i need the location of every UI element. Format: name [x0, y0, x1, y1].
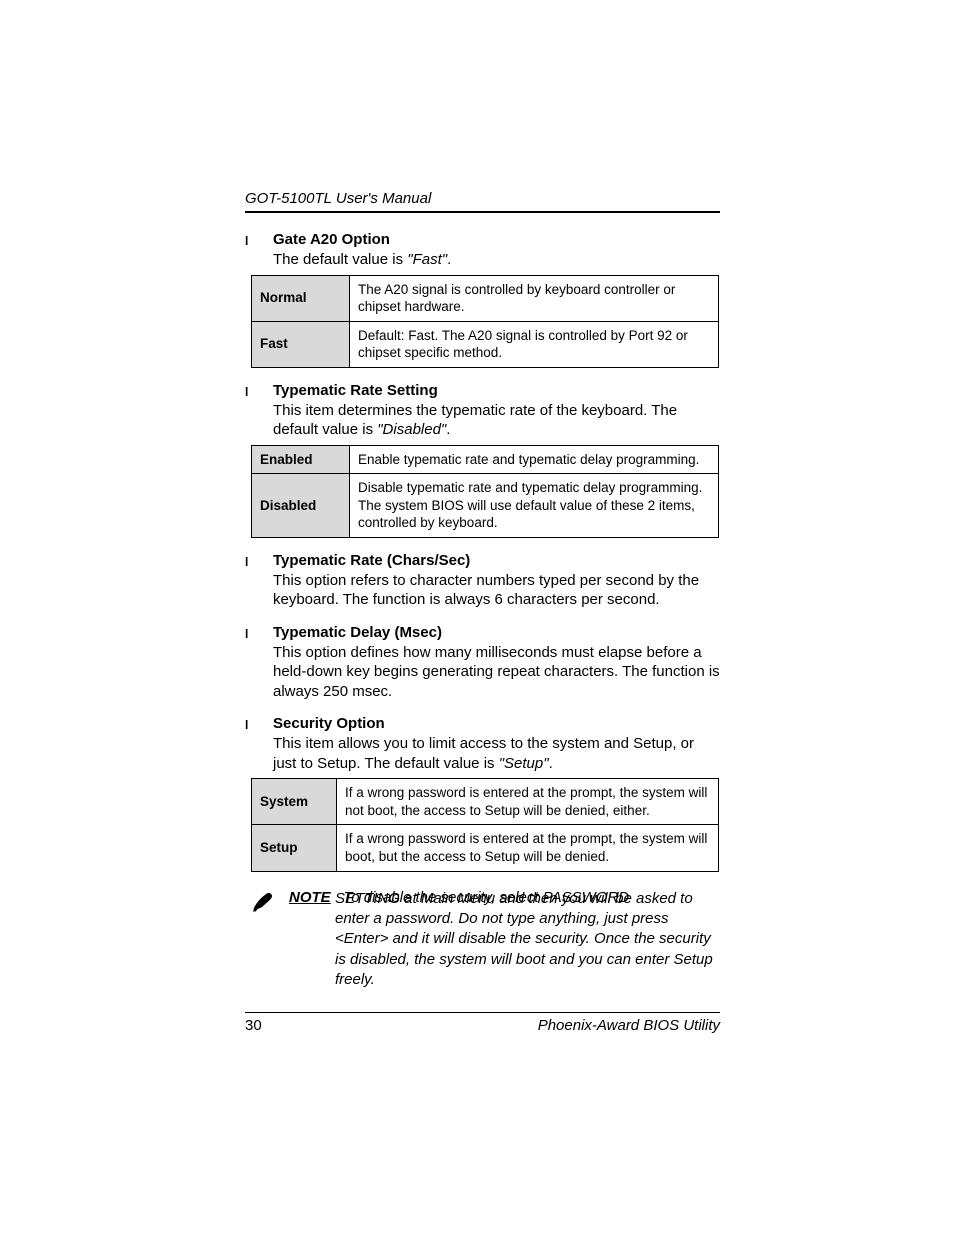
section-security-option: l Security Option This item allows you t…: [245, 715, 720, 871]
table-row: Normal The A20 signal is controlled by k…: [252, 275, 719, 321]
section-desc: This item determines the typematic rate …: [273, 401, 720, 440]
note-block: NOTE To disable the security, select PAS…: [251, 888, 720, 991]
option-desc: The A20 signal is controlled by keyboard…: [350, 275, 719, 321]
bullet: l: [245, 382, 259, 440]
section-title: Typematic Rate Setting: [273, 382, 720, 399]
option-label: Fast: [252, 321, 350, 367]
note-text: SETTING at Main Menu and then you will b…: [335, 889, 720, 990]
page-number: 30: [245, 1017, 262, 1034]
page-content: GOT-5100TL User's Manual l Gate A20 Opti…: [245, 190, 720, 990]
note-content: NOTE To disable the security, select PAS…: [289, 888, 720, 991]
table-row: System If a wrong password is entered at…: [252, 779, 719, 825]
table-gate-a20: Normal The A20 signal is controlled by k…: [251, 275, 719, 368]
header-rule: [245, 211, 720, 213]
manual-header: GOT-5100TL User's Manual: [245, 190, 720, 207]
note-label: NOTE: [289, 889, 331, 906]
section-desc: This option defines how many millisecond…: [273, 643, 720, 702]
page-footer: 30 Phoenix-Award BIOS Utility: [245, 1012, 720, 1034]
table-row: Setup If a wrong password is entered at …: [252, 825, 719, 871]
option-label: System: [252, 779, 337, 825]
footer-rule: [245, 1012, 720, 1013]
section-desc: This option refers to character numbers …: [273, 571, 720, 610]
footer-title: Phoenix-Award BIOS Utility: [538, 1017, 720, 1034]
section-title: Security Option: [273, 715, 720, 732]
section-desc: The default value is "Fast".: [273, 250, 720, 270]
table-typematic-setting: Enabled Enable typematic rate and typema…: [251, 445, 719, 538]
section-typematic-rate-chars: l Typematic Rate (Chars/Sec) This option…: [245, 552, 720, 610]
table-security-option: System If a wrong password is entered at…: [251, 778, 719, 871]
bullet: l: [245, 624, 259, 702]
section-title: Typematic Rate (Chars/Sec): [273, 552, 720, 569]
option-desc: Disable typematic rate and typematic del…: [350, 474, 719, 538]
option-desc: Default: Fast. The A20 signal is control…: [350, 321, 719, 367]
section-typematic-rate-setting: l Typematic Rate Setting This item deter…: [245, 382, 720, 538]
bullet: l: [245, 231, 259, 270]
section-typematic-delay: l Typematic Delay (Msec) This option def…: [245, 624, 720, 702]
bullet: l: [245, 552, 259, 610]
option-label: Normal: [252, 275, 350, 321]
option-desc: Enable typematic rate and typematic dela…: [350, 445, 719, 474]
bullet: l: [245, 715, 259, 773]
table-row: Fast Default: Fast. The A20 signal is co…: [252, 321, 719, 367]
note-icon-wrap: [251, 888, 289, 991]
option-desc: If a wrong password is entered at the pr…: [337, 825, 719, 871]
section-title: Gate A20 Option: [273, 231, 720, 248]
table-row: Enabled Enable typematic rate and typema…: [252, 445, 719, 474]
section-gate-a20: l Gate A20 Option The default value is "…: [245, 231, 720, 368]
option-label: Disabled: [252, 474, 350, 538]
option-desc: If a wrong password is entered at the pr…: [337, 779, 719, 825]
writing-hand-icon: [251, 890, 279, 914]
section-desc: This item allows you to limit access to …: [273, 734, 720, 773]
option-label: Enabled: [252, 445, 350, 474]
section-title: Typematic Delay (Msec): [273, 624, 720, 641]
option-label: Setup: [252, 825, 337, 871]
table-row: Disabled Disable typematic rate and type…: [252, 474, 719, 538]
